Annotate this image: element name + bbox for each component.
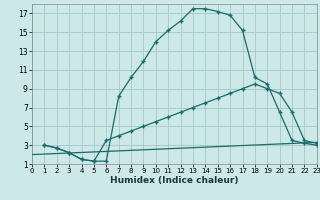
X-axis label: Humidex (Indice chaleur): Humidex (Indice chaleur) xyxy=(110,176,239,185)
